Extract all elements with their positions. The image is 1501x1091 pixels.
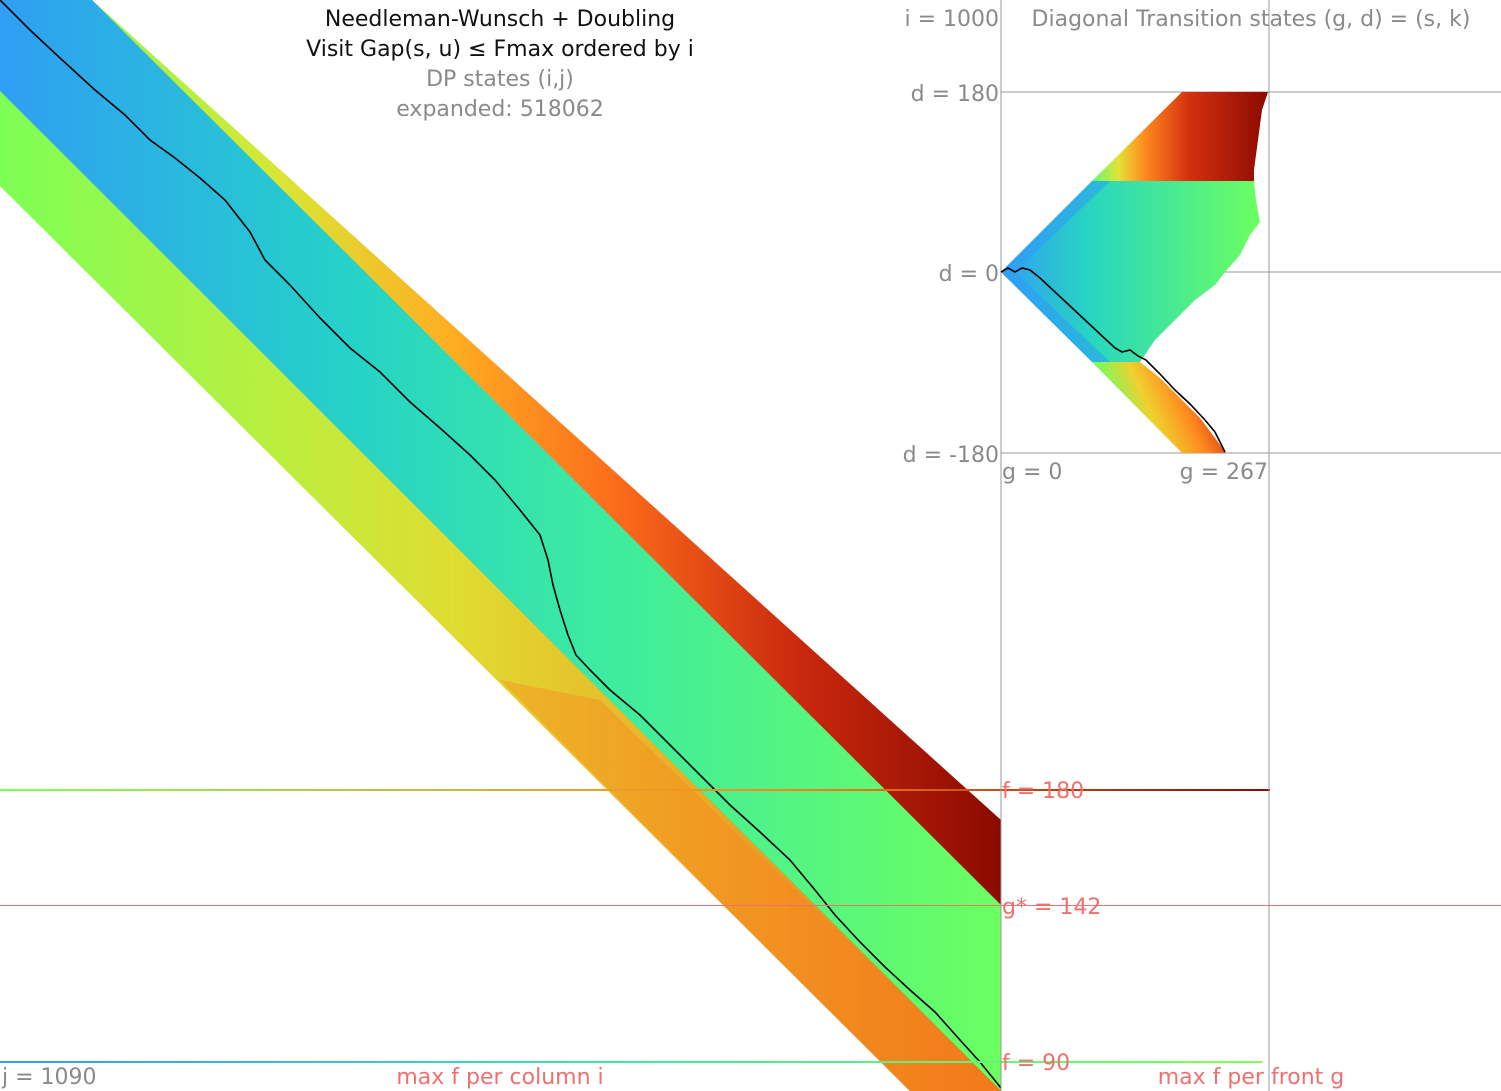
d-zero-label: d = 0 <box>939 262 999 287</box>
left-title: Needleman-Wunsch + Doubling <box>325 7 675 32</box>
i-label: i = 1000 <box>904 7 999 32</box>
d-bottom-label: d = -180 <box>903 443 999 468</box>
left-subtitle: Visit Gap(s, u) ≤ Fmax ordered by i <box>306 37 694 62</box>
f180-label: f = 180 <box>1002 779 1084 804</box>
j-label: j = 1090 <box>1 1065 97 1090</box>
alignment-path <box>0 0 1001 1089</box>
d-top-label: d = 180 <box>911 82 999 107</box>
dt-path <box>1000 267 1226 453</box>
right-title: Diagonal Transition states (g, d) = (s, … <box>1032 7 1471 32</box>
dp-band <box>0 0 1001 1091</box>
f90-line <box>0 1061 1262 1063</box>
inner-band <box>0 0 1001 1091</box>
max-f-column-label: max f per column i <box>396 1065 603 1090</box>
expanded-count: expanded: 518062 <box>396 97 603 122</box>
g-star-label: g* = 142 <box>1002 895 1101 920</box>
inner-band-lower-right <box>500 680 1001 1091</box>
left-fan-lower <box>1001 272 1110 362</box>
g-zero-label: g = 0 <box>1002 460 1062 485</box>
top-wedge <box>1092 92 1268 181</box>
g-star-line <box>0 905 1501 906</box>
dt-states <box>1000 92 1268 453</box>
dp-states-label: DP states (i,j) <box>426 67 574 92</box>
f180-line <box>0 789 1270 791</box>
left-fan-upper <box>1001 181 1110 272</box>
f90-label: f = 90 <box>1002 1051 1070 1076</box>
bottom-wedge <box>1092 362 1226 453</box>
g-max-label: g = 267 <box>1180 460 1268 485</box>
inner-band-lower <box>0 91 1001 1091</box>
middle-wedge <box>1001 181 1260 362</box>
max-f-front-label: max f per front g <box>1158 1065 1345 1090</box>
